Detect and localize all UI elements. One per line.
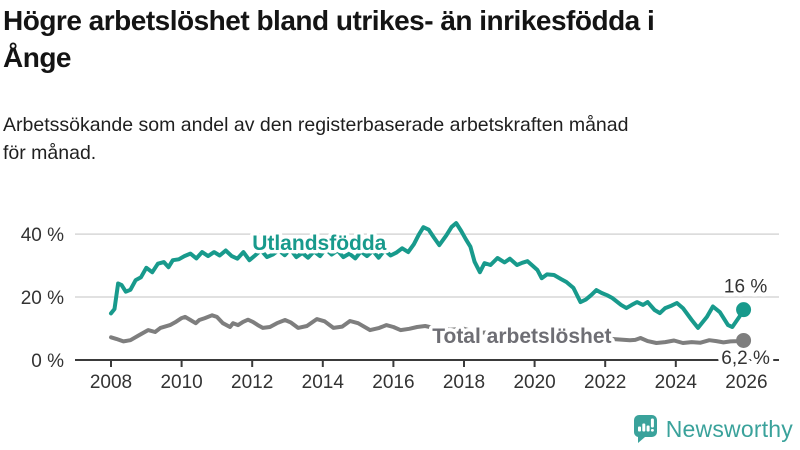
x-tick-label-2014: 2014	[302, 372, 345, 393]
y-tick-label-0: 0 %	[31, 351, 64, 372]
end-value-label-utlandsfodda: 16 %	[724, 277, 767, 298]
series-label-total: Total arbetslöshet	[432, 325, 611, 348]
newsworthy-logo-icon	[633, 415, 657, 443]
unemployment-line-chart: 2008 2010 2012 2014 2016 2018 2020 2022 2024 2026…	[21, 221, 779, 393]
series-line-utlandsfodda	[109, 221, 746, 330]
y-tick-label-20: 20 %	[21, 288, 64, 309]
logo-exclamation-dot	[650, 429, 654, 432]
y-tick-label-40: 40 %	[21, 225, 64, 246]
logo-exclamation-bar	[650, 418, 654, 428]
logo-bar-1	[637, 426, 641, 432]
x-tick-label-2008: 2008	[90, 372, 132, 393]
x-tick-label-2016: 2016	[372, 372, 414, 393]
end-value-label-total: 6,2 %	[721, 348, 770, 369]
chart-subtitle: Arbetssökande som andel av den registerb…	[3, 111, 628, 167]
x-tick-label-2022: 2022	[584, 372, 626, 393]
chart-subtitle-line-2: för månad.	[3, 142, 97, 164]
series-line-total	[109, 313, 746, 345]
x-tick-label-2026: 2026	[725, 372, 767, 393]
newsworthy-brand-name: Newsworthy	[665, 415, 793, 442]
chart-subtitle-line-1: Arbetssökande som andel av den registerb…	[3, 114, 629, 136]
x-tick-label-2018: 2018	[443, 372, 485, 393]
x-tick-label-2024: 2024	[655, 372, 698, 393]
end-dot-utlandsfodda	[736, 302, 752, 318]
x-tick-label-2020: 2020	[513, 372, 555, 393]
page-title-line-2: Ånge	[3, 42, 72, 73]
end-dot-total	[736, 332, 752, 348]
newsworthy-branding: Newsworthy	[633, 415, 793, 443]
logo-bar-3	[646, 425, 650, 432]
x-tick-label-2010: 2010	[160, 372, 202, 393]
page-title-line-1: Högre arbetslöshet bland utrikes- än inr…	[3, 5, 655, 36]
logo-bar-2	[642, 423, 646, 432]
series-label-utlandsfodda: Utlandsfödda	[252, 232, 386, 255]
x-tick-label-2012: 2012	[231, 372, 273, 393]
page-title: Högre arbetslöshet bland utrikes- än inr…	[3, 2, 655, 76]
